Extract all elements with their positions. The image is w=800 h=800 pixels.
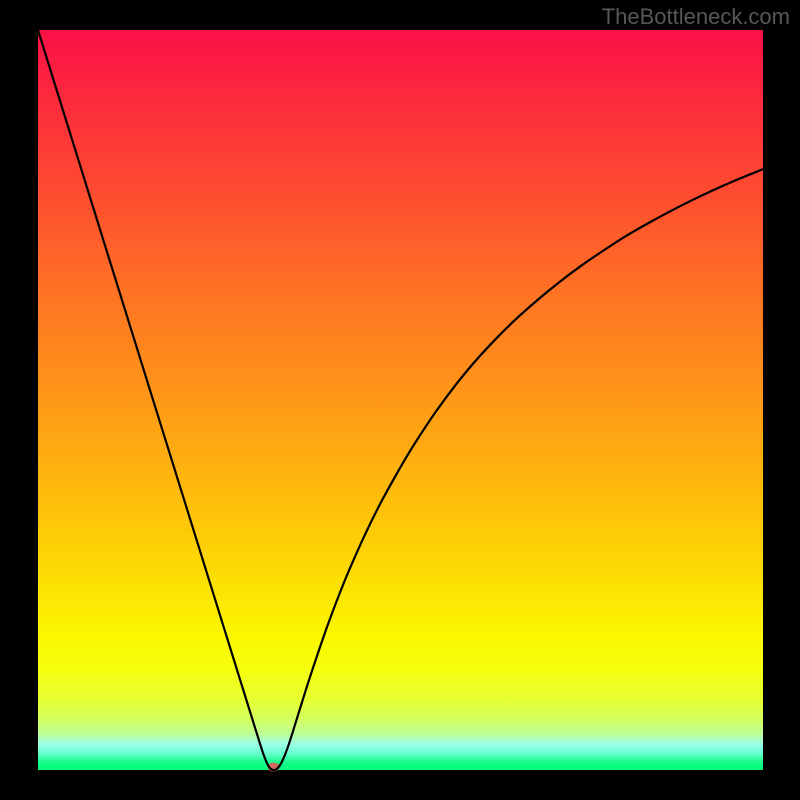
bottleneck-chart [0,0,800,800]
plot-background [38,30,763,770]
chart-frame: { "watermark": { "text": "TheBottleneck.… [0,0,800,800]
watermark-text: TheBottleneck.com [602,4,790,30]
